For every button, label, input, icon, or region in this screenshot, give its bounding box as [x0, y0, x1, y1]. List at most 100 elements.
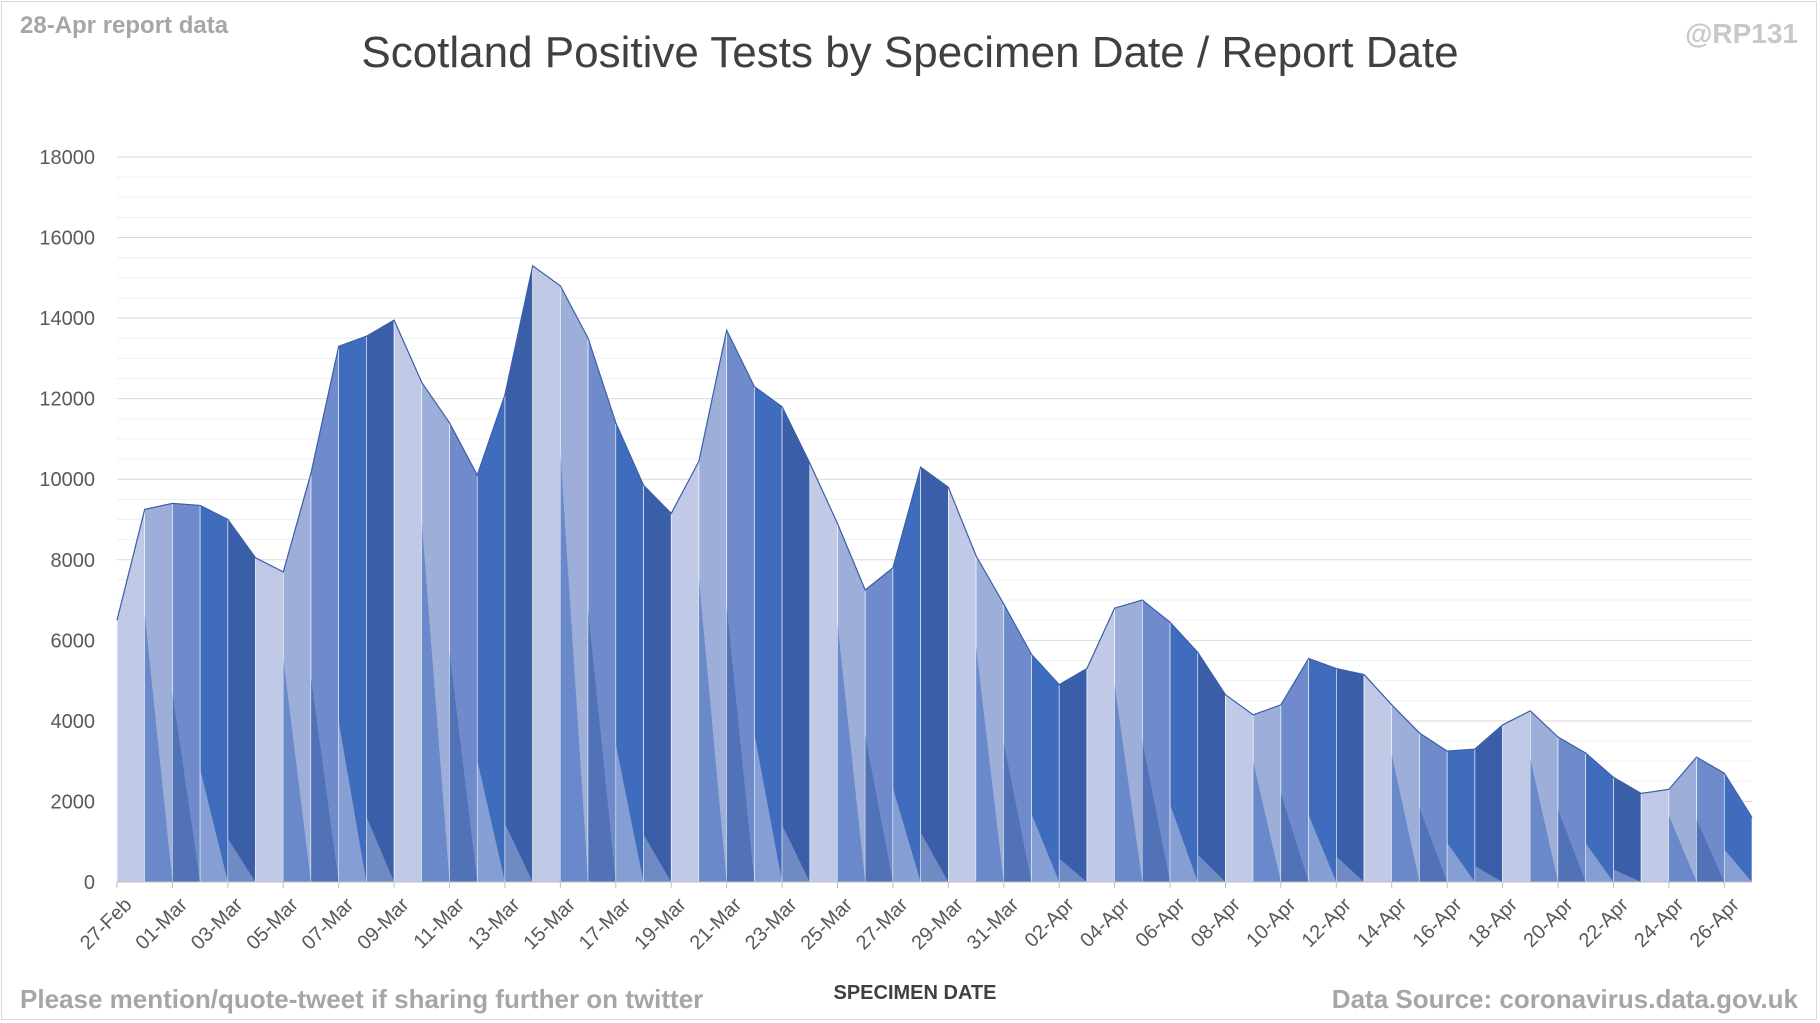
x-tick-label: 27-Feb [76, 894, 136, 954]
x-tick-label: 11-Mar [410, 894, 470, 954]
x-tick-label: 21-Mar [686, 894, 747, 955]
area-band [809, 462, 838, 883]
area-layer [366, 816, 395, 882]
area-layer [1059, 858, 1087, 882]
area-band [1363, 673, 1393, 883]
area-layer [283, 658, 311, 882]
area-band [1197, 651, 1226, 883]
area-layer [1613, 869, 1642, 882]
x-tick-label: 24-Apr [1630, 894, 1688, 952]
area-layer [200, 769, 228, 882]
x-axis-title: SPECIMEN DATE [833, 982, 997, 1004]
y-tick-label: 8000 [51, 550, 96, 572]
area-layer [1170, 804, 1198, 882]
area-band [1640, 789, 1670, 883]
x-tick-label: 20-Apr [1519, 894, 1577, 952]
area-band [1502, 710, 1531, 883]
area-band [227, 518, 256, 883]
x-tick-label: 09-Mar [353, 894, 414, 955]
area-band [781, 406, 811, 883]
area-band [1225, 694, 1254, 883]
area-band [393, 320, 423, 883]
area-layer [588, 610, 616, 882]
area-layer [338, 721, 367, 882]
x-tick-label: 02-Apr [1021, 894, 1079, 952]
area-layer [1447, 842, 1475, 882]
x-tick-label: 14-Apr [1353, 894, 1411, 952]
area-layer [1530, 758, 1559, 882]
area-layer [1419, 807, 1448, 882]
area-layer [615, 744, 644, 882]
x-tick-label: 08-Apr [1187, 894, 1245, 952]
area-layer [726, 606, 755, 882]
area-layer [1031, 813, 1060, 882]
area-band [1336, 668, 1365, 883]
y-tick-label: 0 [84, 872, 95, 894]
area-layer [1280, 793, 1309, 882]
x-tick-label: 03-Mar [187, 894, 248, 955]
area-layer [698, 578, 727, 882]
x-tick-label: 15-Mar [519, 894, 580, 955]
area-layer [449, 652, 478, 882]
y-axis: 0 2000 4000 6000 8000 10000 12000 14000 16000 180… [39, 147, 95, 894]
area-layer [172, 692, 201, 882]
x-tick-label: 27-Mar [852, 894, 913, 955]
author-handle: @RP131 [1685, 18, 1798, 49]
x-tick-label: 22-Apr [1575, 894, 1633, 952]
footer-note: Please mention/quote-tweet if sharing fu… [20, 984, 704, 1014]
area-band [532, 265, 561, 883]
area-band [670, 460, 700, 883]
area-layer [477, 759, 505, 882]
area-layer [1253, 761, 1281, 882]
area-layer [1585, 843, 1614, 882]
y-tick-label: 18000 [39, 147, 95, 169]
x-axis: 27-Feb01-Mar03-Mar05-Mar07-Mar09-Mar11-M… [76, 882, 1744, 954]
area-layer [976, 647, 1004, 882]
area-layer [1558, 809, 1586, 882]
chart-title: Scotland Positive Tests by Specimen Date… [361, 28, 1459, 77]
area-layer [1308, 814, 1337, 882]
x-tick-label: 01-Mar [132, 894, 193, 955]
area-layer [1114, 684, 1143, 882]
area-layer [865, 735, 893, 882]
x-tick-label: 07-Mar [298, 894, 359, 955]
area-layer [144, 613, 173, 882]
area-band [1058, 668, 1088, 883]
area-layer [1391, 754, 1420, 882]
x-tick-label: 06-Apr [1131, 894, 1189, 952]
x-tick-label: 23-Mar [741, 894, 802, 955]
area-series [116, 264, 1753, 883]
area-layer [1336, 856, 1365, 882]
area-band [255, 557, 284, 883]
area-layer [643, 834, 672, 882]
area-layer [560, 452, 589, 882]
area-band [1474, 724, 1503, 883]
x-tick-label: 13-Mar [464, 894, 525, 955]
x-tick-label: 05-Mar [242, 894, 303, 955]
y-tick-label: 4000 [51, 711, 96, 733]
x-tick-label: 17-Mar [575, 894, 636, 955]
area-layer [837, 623, 866, 882]
y-tick-label: 10000 [39, 469, 95, 491]
area-band [366, 319, 395, 883]
area-layer [1724, 849, 1752, 882]
area-layer [782, 824, 810, 882]
area-band [1086, 607, 1115, 883]
area-layer [1668, 815, 1697, 882]
area-layer [1197, 854, 1226, 882]
area-layer [1696, 819, 1725, 882]
report-date-label: 28-Apr report data [20, 12, 229, 39]
x-tick-label: 04-Apr [1076, 894, 1134, 952]
area-layer [1474, 866, 1503, 882]
x-tick-label: 26-Apr [1686, 894, 1744, 952]
area-layer [892, 787, 921, 882]
area-band [920, 466, 949, 883]
x-tick-label: 29-Mar [907, 894, 968, 955]
y-tick-label: 14000 [39, 308, 95, 330]
x-tick-label: 25-Mar [797, 894, 858, 955]
area-layer [754, 733, 783, 882]
area-layer [1142, 741, 1171, 882]
x-tick-label: 12-Apr [1298, 894, 1356, 952]
y-tick-label: 6000 [51, 630, 96, 652]
